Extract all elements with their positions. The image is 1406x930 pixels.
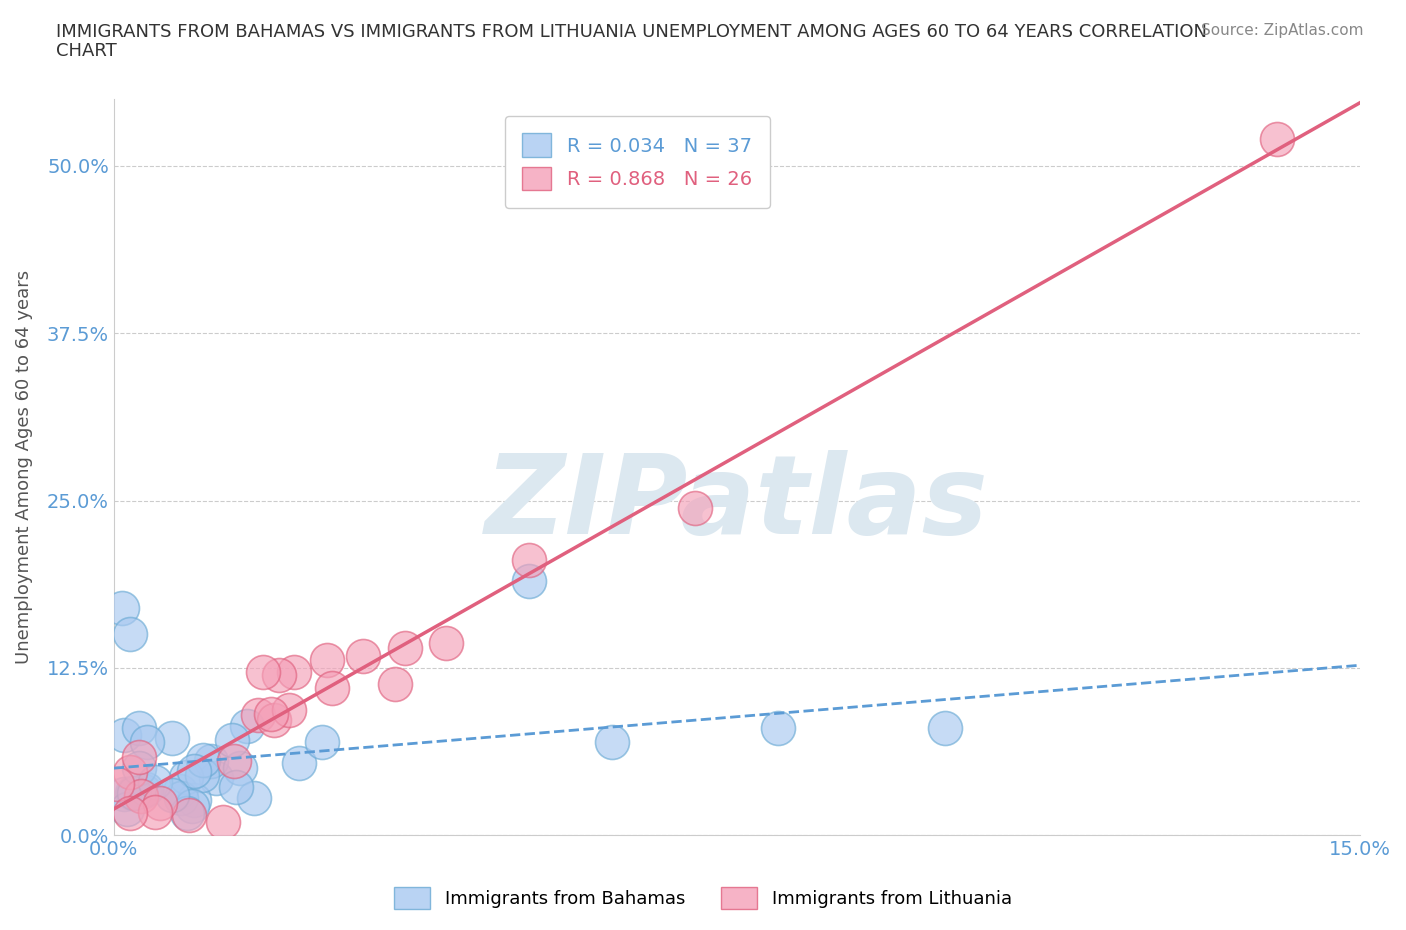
Point [252,665,274,680]
Point [176,805,198,820]
Point [263,712,285,727]
Point [1265,131,1288,146]
Point [205,771,228,786]
Point [352,649,374,664]
Point [315,652,337,667]
Point [517,574,540,589]
Point [121,786,143,801]
Point [183,764,205,778]
Point [129,789,152,804]
Point [235,718,257,733]
Point [124,786,146,801]
Point [160,730,183,745]
Point [148,796,170,811]
Legend: R = 0.034   N = 37, R = 0.868   N = 26: R = 0.034 N = 37, R = 0.868 N = 26 [505,116,769,208]
Point [128,761,150,776]
Point [229,761,252,776]
Point [105,777,128,791]
Point [134,783,156,798]
Text: Source: ZipAtlas.com: Source: ZipAtlas.com [1201,23,1364,38]
Point [111,600,134,615]
Legend: Immigrants from Bahamas, Immigrants from Lithuania: Immigrants from Bahamas, Immigrants from… [387,880,1019,916]
Point [128,721,150,736]
Point [120,806,142,821]
Point [160,788,183,803]
Point [768,721,790,736]
Point [288,755,311,770]
Point [169,783,191,798]
Point [120,764,142,779]
Point [174,770,197,785]
Point [247,708,270,723]
Point [384,677,406,692]
Point [180,799,202,814]
Point [112,786,135,801]
Point [212,815,235,830]
Point [145,775,167,790]
Point [191,768,214,783]
Point [222,754,245,769]
Point [260,707,283,722]
Point [115,802,138,817]
Point [136,734,159,749]
Point [934,721,956,736]
Point [685,501,707,516]
Point [434,635,457,650]
Point [394,641,416,656]
Point [602,734,624,749]
Text: ZIPatlas: ZIPatlas [485,450,988,557]
Point [135,781,157,796]
Point [169,790,191,805]
Point [221,732,243,747]
Point [321,681,343,696]
Point [183,792,205,807]
Text: IMMIGRANTS FROM BAHAMAS VS IMMIGRANTS FROM LITHUANIA UNEMPLOYMENT AMONG AGES 60 : IMMIGRANTS FROM BAHAMAS VS IMMIGRANTS FR… [56,23,1208,41]
Point [200,754,222,769]
Point [179,807,201,822]
Point [120,627,142,642]
Text: CHART: CHART [56,42,117,60]
Point [143,804,166,819]
Point [283,664,305,679]
Point [311,734,333,749]
Point [191,752,214,767]
Point [114,727,136,742]
Point [225,779,247,794]
Point [267,668,290,683]
Point [277,702,299,717]
Point [128,750,150,764]
Point [517,552,540,567]
Point [243,790,266,805]
Y-axis label: Unemployment Among Ages 60 to 64 years: Unemployment Among Ages 60 to 64 years [15,270,32,664]
